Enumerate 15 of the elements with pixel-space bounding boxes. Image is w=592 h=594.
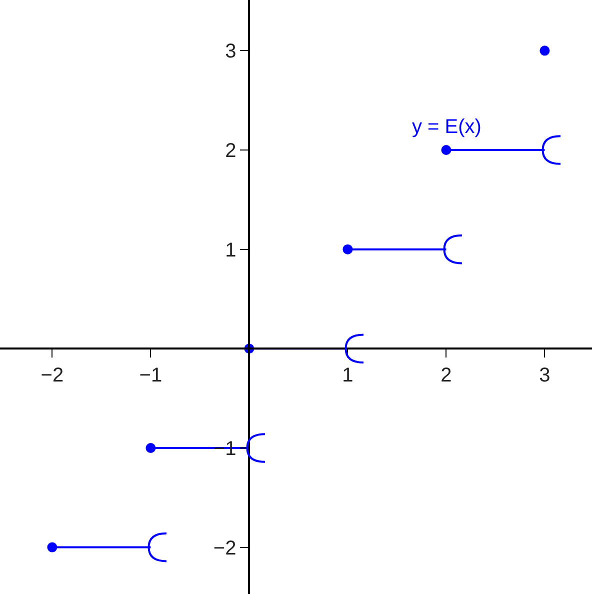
x-tick-label: 1 [342, 364, 354, 387]
y-tick-label: 1 [225, 239, 236, 262]
point [540, 46, 550, 56]
point [441, 144, 452, 155]
point [47, 542, 58, 552]
x-tick-label: −2 [40, 364, 64, 387]
y-tick-label: 2 [225, 140, 236, 162]
point [146, 442, 156, 453]
point [342, 244, 353, 254]
x-tick-label: 2 [440, 364, 452, 387]
series-label: y = E(x) [412, 116, 482, 138]
x-tick-label: −1 [139, 364, 162, 387]
y-tick-label: −2 [213, 537, 236, 560]
y-tick-label: 3 [225, 40, 236, 63]
x-tick-label: 3 [539, 364, 550, 387]
